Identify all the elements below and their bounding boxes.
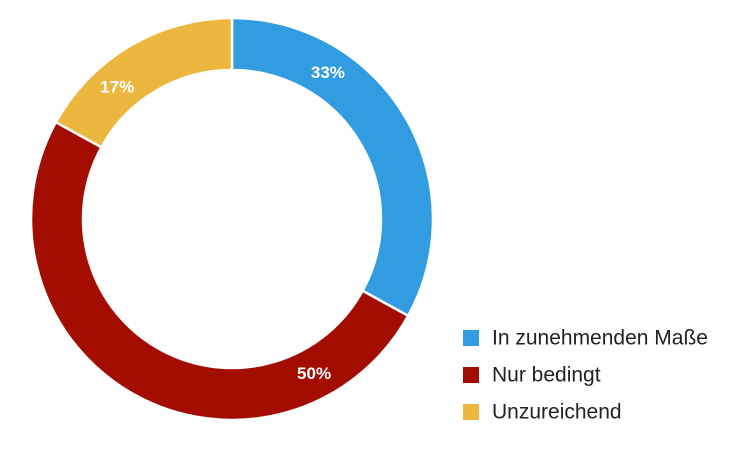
- legend-swatch-in-zunehmenden-masse: [463, 330, 479, 346]
- slice-in-zunehmenden-masse: [230, 16, 435, 318]
- legend-swatch-nur-bedingt: [463, 367, 479, 383]
- legend-label-unzureichend: Unzureichend: [492, 401, 622, 424]
- legend-label-in-zunehmenden-masse: In zunehmenden Maße: [492, 327, 708, 350]
- slice-labels: 33% 50% 17%: [100, 63, 345, 383]
- slice-unzureichend: [54, 16, 234, 149]
- donut-slices: [29, 16, 435, 422]
- slice-nur-bedingt: [29, 120, 410, 422]
- legend-swatch-unzureichend: [463, 404, 479, 420]
- slice-label-in-zunehmenden-masse: 33%: [311, 63, 345, 82]
- slice-label-nur-bedingt: 50%: [297, 364, 331, 383]
- legend-label-nur-bedingt: Nur bedingt: [492, 364, 601, 387]
- legend: In zunehmenden Maße Nur bedingt Unzureiche…: [463, 327, 708, 424]
- slice-label-unzureichend: 17%: [100, 77, 134, 96]
